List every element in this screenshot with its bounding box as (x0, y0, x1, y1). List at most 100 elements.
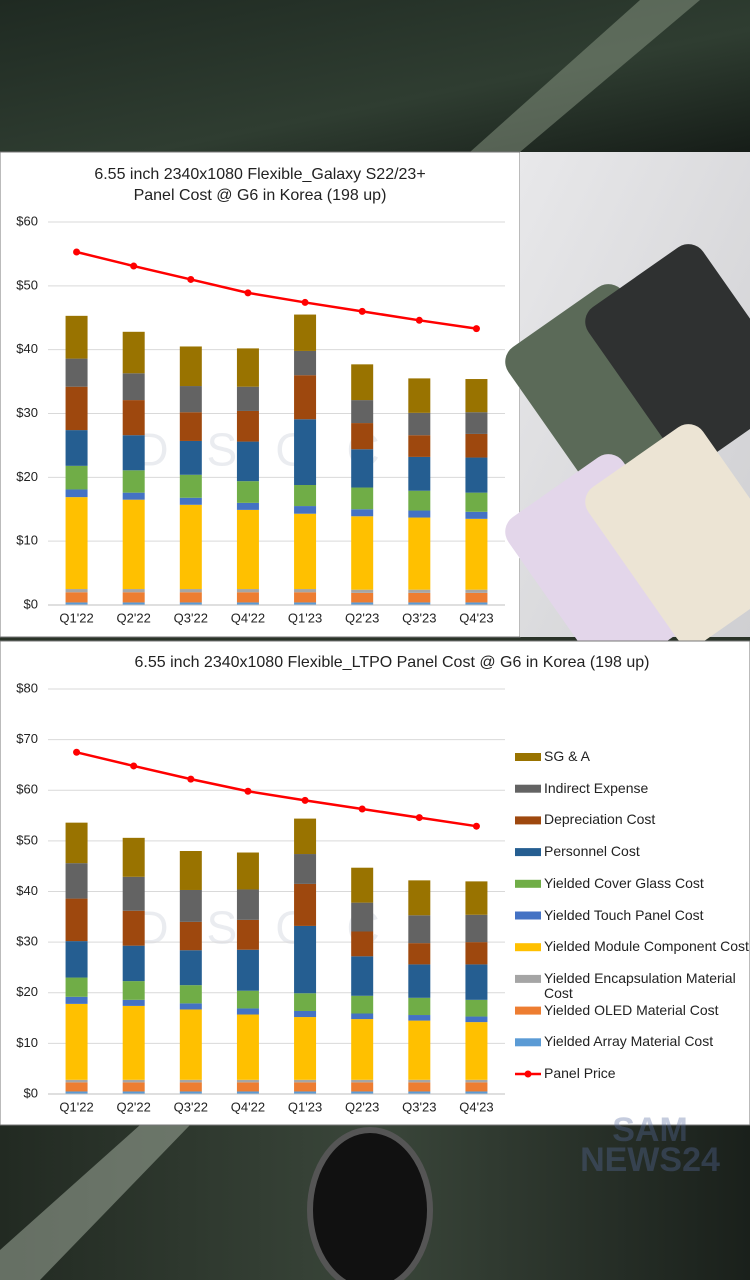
bar-segment (294, 993, 317, 1011)
x-tick-label: Q3'22 (174, 1099, 208, 1114)
bar-segment (179, 592, 202, 603)
bar-segment (179, 985, 202, 1004)
bar-segment (179, 1079, 202, 1083)
bar-segment (408, 412, 431, 436)
bar-segment (122, 331, 145, 374)
bar-segment (236, 1079, 259, 1083)
bar-segment (122, 999, 145, 1006)
bar-segment (65, 386, 88, 431)
bar-segment (465, 457, 488, 493)
watermark: DSCC (135, 424, 417, 476)
y-tick-label: $30 (16, 934, 38, 949)
bar-segment (236, 348, 259, 387)
y-tick-label: $10 (16, 533, 38, 548)
price-line (76, 250, 477, 330)
bar-segment (65, 1003, 88, 1080)
bar-segment (65, 863, 88, 899)
bar-segment (65, 497, 88, 590)
bar-segment (408, 915, 431, 944)
bar-segment (351, 509, 374, 517)
legend-label: Yielded Module Component Cost (544, 938, 749, 955)
bar-segment (236, 1014, 259, 1080)
bar-segment (236, 509, 259, 590)
price-point (301, 298, 309, 306)
phone-edge (0, 1125, 190, 1280)
bar-segment (465, 999, 488, 1017)
bar-segment (122, 910, 145, 946)
legend-swatch (515, 911, 541, 920)
bar-segment (179, 1003, 202, 1010)
price-point (73, 248, 81, 256)
price-line (76, 751, 477, 828)
bar-segment (65, 489, 88, 498)
bar-segment (179, 346, 202, 387)
x-tick-label: Q3'23 (402, 1099, 436, 1114)
bar-segment (408, 589, 431, 593)
bar-segment (65, 1079, 88, 1083)
bar-segment (179, 921, 202, 951)
bar-segment (179, 889, 202, 922)
watermark: DSCC (135, 902, 417, 954)
legend-swatch (515, 943, 541, 952)
bar-segment (179, 589, 202, 593)
price-point (415, 814, 423, 822)
x-tick-label: Q1'23 (288, 610, 322, 625)
bar-segment (465, 881, 488, 915)
x-tick-label: Q2'22 (117, 1099, 151, 1114)
price-point (472, 822, 480, 830)
bar-segment (236, 1082, 259, 1092)
bar-segment (179, 851, 202, 890)
bar-segment (294, 592, 317, 603)
x-tick-label: Q3'22 (174, 610, 208, 625)
price-point (472, 325, 480, 333)
chart-title: 6.55 inch 2340x1080 Flexible_LTPO Panel … (134, 654, 650, 671)
legend-label: Yielded OLED Material Cost (544, 1001, 719, 1018)
legend-swatch (515, 753, 541, 761)
bar-segment (122, 1082, 145, 1092)
price-point (358, 805, 366, 813)
bar-segment (236, 441, 259, 482)
bar-segment (351, 364, 374, 401)
bar-segment (465, 592, 488, 603)
bar-segment (65, 315, 88, 359)
bar-segment (408, 517, 431, 590)
price-point (244, 787, 252, 795)
bar-segment (294, 375, 317, 420)
legend-label: Panel Price (544, 1065, 616, 1081)
bar-segment (465, 412, 488, 434)
bar-segment (408, 490, 431, 511)
bar-segment (408, 602, 431, 605)
bar-segment (236, 949, 259, 991)
bar-segment (465, 1079, 488, 1083)
y-tick-label: $0 (24, 1085, 38, 1100)
bar-segment (236, 1091, 259, 1094)
bar-segment (408, 997, 431, 1016)
bar-segment (236, 852, 259, 890)
y-tick-label: $80 (16, 680, 38, 695)
bar-segment (179, 1082, 202, 1092)
bar-segment (408, 378, 431, 413)
bar-segment (236, 1008, 259, 1015)
bar-segment (294, 589, 317, 593)
legend-label: SG & A (544, 748, 590, 764)
bar-segment (236, 481, 259, 503)
bar-segment (294, 1010, 317, 1018)
bar-segment (236, 410, 259, 442)
bar-segment (65, 996, 88, 1004)
bar-segment (351, 1091, 374, 1094)
bar-segment (294, 350, 317, 376)
x-tick-label: Q4'23 (459, 610, 493, 625)
bar-segment (408, 964, 431, 998)
bar-segment (351, 449, 374, 488)
phone-cream (585, 424, 750, 646)
legend-label: Indirect Expense (544, 779, 649, 796)
bar-segment (351, 902, 374, 932)
bar-segment (236, 386, 259, 411)
legend-swatch (515, 879, 541, 888)
bar-segment (65, 977, 88, 997)
bar-segment (351, 589, 374, 593)
bar-segment (294, 419, 317, 485)
bar-segment (294, 1091, 317, 1094)
x-tick-label: Q4'23 (459, 1099, 493, 1114)
